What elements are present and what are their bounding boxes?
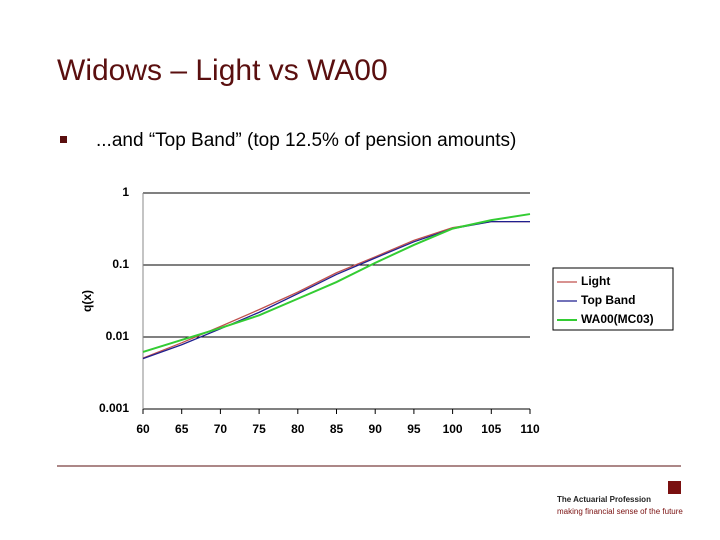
bullet-text: ...and “Top Band” (top 12.5% of pension … bbox=[96, 130, 516, 151]
x-tick-label: 75 bbox=[252, 422, 266, 436]
x-tick-label: 65 bbox=[175, 422, 189, 436]
x-tick-label: 90 bbox=[369, 422, 383, 436]
legend-label: WA00(MC03) bbox=[581, 312, 654, 326]
logo-mark bbox=[668, 481, 681, 494]
footer-organization: The Actuarial Profession bbox=[557, 495, 651, 504]
footer-tagline: making financial sense of the future bbox=[557, 507, 683, 516]
x-tick-label: 70 bbox=[214, 422, 228, 436]
x-tick-label: 80 bbox=[291, 422, 305, 436]
series-line bbox=[142, 221, 530, 360]
y-tick-label: 1 bbox=[122, 185, 129, 199]
legend-label: Light bbox=[581, 274, 610, 288]
x-tick-label: 100 bbox=[443, 422, 463, 436]
y-tick-label: 0.001 bbox=[99, 401, 129, 415]
x-tick-label: 85 bbox=[330, 422, 344, 436]
x-tick-label: 105 bbox=[481, 422, 501, 436]
x-tick-label: 110 bbox=[520, 422, 540, 436]
y-axis-label: q(x) bbox=[80, 290, 94, 312]
x-tick-label: 95 bbox=[407, 422, 421, 436]
plot: 0.001 0.01 0.1 1 60 65 70 75 80 85 90 95 100 105 110 Li… bbox=[99, 185, 674, 436]
bullet-marker bbox=[60, 136, 67, 143]
series-line bbox=[142, 221, 530, 359]
slide-title: Widows – Light vs WA00 bbox=[57, 54, 388, 87]
y-tick-label: 0.1 bbox=[112, 257, 129, 271]
x-tick-label: 60 bbox=[136, 422, 150, 436]
y-tick-label: 0.01 bbox=[106, 329, 130, 343]
legend-label: Top Band bbox=[581, 293, 635, 307]
series-line bbox=[142, 213, 531, 353]
